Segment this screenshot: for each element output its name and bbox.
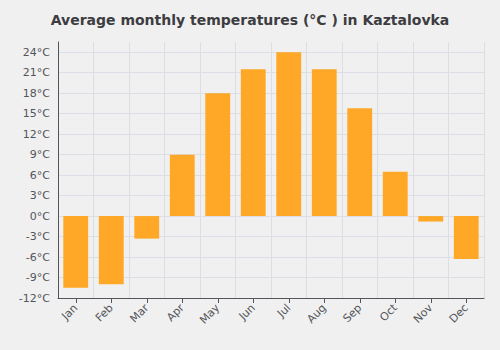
svg-text:Apr: Apr xyxy=(164,301,187,324)
svg-text:-12°C: -12°C xyxy=(19,292,50,305)
svg-text:9°C: 9°C xyxy=(30,148,50,161)
svg-text:Jun: Jun xyxy=(236,301,258,323)
svg-text:May: May xyxy=(197,301,223,327)
svg-text:21°C: 21°C xyxy=(23,66,50,79)
svg-text:Aug: Aug xyxy=(304,301,328,325)
svg-text:Feb: Feb xyxy=(93,301,116,324)
svg-text:Jul: Jul xyxy=(274,301,293,320)
svg-text:-6°C: -6°C xyxy=(26,251,50,264)
svg-text:Nov: Nov xyxy=(411,301,436,326)
svg-text:-9°C: -9°C xyxy=(26,271,50,284)
svg-text:15°C: 15°C xyxy=(23,107,50,120)
svg-text:-3°C: -3°C xyxy=(26,230,50,243)
svg-text:Dec: Dec xyxy=(447,301,471,325)
svg-text:3°C: 3°C xyxy=(30,189,50,202)
svg-text:Average monthly temperatures (: Average monthly temperatures (°C ) in Ka… xyxy=(51,12,450,28)
svg-text:Mar: Mar xyxy=(127,301,151,325)
svg-text:Sep: Sep xyxy=(341,301,365,325)
svg-text:Oct: Oct xyxy=(377,301,400,324)
svg-text:Jan: Jan xyxy=(58,301,80,323)
svg-text:0°C: 0°C xyxy=(30,210,50,223)
svg-text:12°C: 12°C xyxy=(23,128,50,141)
svg-text:18°C: 18°C xyxy=(23,87,50,100)
svg-text:24°C: 24°C xyxy=(23,46,50,59)
svg-text:6°C: 6°C xyxy=(30,169,50,182)
